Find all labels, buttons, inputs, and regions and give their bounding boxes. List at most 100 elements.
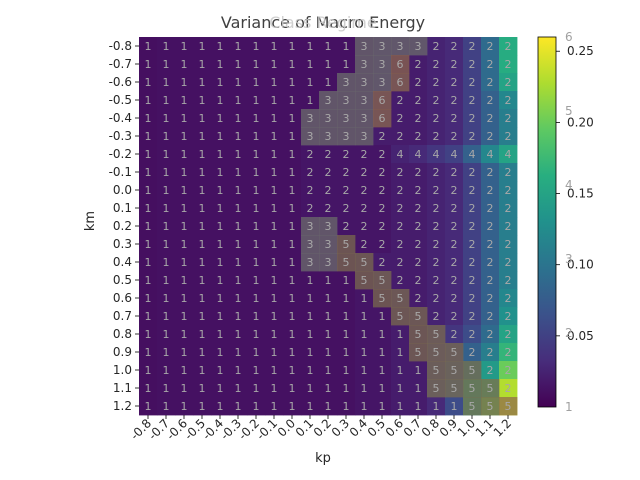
- cell-label: 1: [145, 346, 152, 359]
- cell-label: 3: [307, 220, 314, 233]
- heatmap-cell: [283, 199, 302, 218]
- cell-label: 1: [235, 274, 242, 287]
- cell-label: 1: [199, 256, 206, 269]
- cell-label: 2: [505, 310, 512, 323]
- colorbar-tick-label: 0.20: [567, 115, 594, 129]
- cell-label: 1: [343, 58, 350, 71]
- heatmap-cell: [139, 199, 158, 218]
- cell-label: 2: [433, 76, 440, 89]
- heatmap-cell: [175, 289, 194, 308]
- heatmap-cell: [157, 325, 176, 344]
- cell-label: 2: [379, 166, 386, 179]
- cell-label: 2: [361, 238, 368, 251]
- cell-label: 1: [217, 166, 224, 179]
- heatmap-cell: [427, 109, 446, 128]
- heatmap-cell: [139, 37, 158, 56]
- cell-label: 2: [487, 94, 494, 107]
- cell-label: 1: [217, 184, 224, 197]
- heatmap-cell: [175, 91, 194, 110]
- cell-label: 1: [181, 94, 188, 107]
- heatmap-cell: [499, 163, 518, 182]
- cell-label: 1: [217, 274, 224, 287]
- cell-label: 2: [505, 346, 512, 359]
- cell-label: 1: [163, 328, 170, 341]
- heatmap-cell: [193, 343, 212, 362]
- cell-label: 1: [235, 184, 242, 197]
- class-overlay-cell: [355, 91, 374, 110]
- heatmap-cell: [283, 109, 302, 128]
- cell-label: 2: [433, 40, 440, 53]
- cell-label: 2: [397, 202, 404, 215]
- heatmap-cell: [193, 253, 212, 272]
- cell-label: 1: [181, 400, 188, 413]
- heatmap-cell: [481, 163, 500, 182]
- class-overlay-cell: [355, 127, 374, 146]
- heatmap-cell: [481, 217, 500, 236]
- heatmap-cell: [139, 181, 158, 200]
- cell-label: 5: [451, 346, 458, 359]
- heatmap-cell: [337, 145, 356, 164]
- heatmap-cell: [247, 55, 266, 74]
- cell-label: 1: [271, 256, 278, 269]
- cell-label: 1: [361, 310, 368, 323]
- heatmap-cell: [229, 379, 248, 398]
- class-overlay-cell: [355, 73, 374, 92]
- cell-label: 1: [145, 292, 152, 305]
- heatmap-cell: [319, 73, 338, 92]
- y-tick-label: -0.7: [109, 57, 132, 71]
- cell-label: 1: [145, 238, 152, 251]
- cell-label: 1: [397, 346, 404, 359]
- cell-label: 1: [289, 274, 296, 287]
- heatmap-cell: [139, 127, 158, 146]
- class-overlay-cell: [445, 379, 464, 398]
- class-overlay-cell: [373, 37, 392, 56]
- cell-label: 1: [199, 310, 206, 323]
- cell-label: 1: [145, 202, 152, 215]
- cell-label: 1: [163, 256, 170, 269]
- cell-label: 1: [271, 346, 278, 359]
- cell-label: 2: [505, 364, 512, 377]
- heatmap-cell: [193, 37, 212, 56]
- heatmap-cell: [265, 253, 284, 272]
- heatmap-cell: [427, 289, 446, 308]
- cell-label: 1: [271, 220, 278, 233]
- heatmap-cell: [265, 163, 284, 182]
- heatmap-cell: [319, 199, 338, 218]
- heatmap-cell: [319, 343, 338, 362]
- cell-label: 1: [253, 274, 260, 287]
- cell-label: 1: [163, 76, 170, 89]
- heatmap-cell: [499, 307, 518, 326]
- heatmap-cell: [175, 109, 194, 128]
- heatmap-cell: [175, 37, 194, 56]
- heatmap-cell: [427, 91, 446, 110]
- heatmap-cell: [337, 55, 356, 74]
- cell-label: 1: [199, 400, 206, 413]
- heatmap-cell: [445, 145, 464, 164]
- cell-label: 1: [253, 130, 260, 143]
- cell-label: 1: [379, 364, 386, 377]
- cell-label: 1: [325, 346, 332, 359]
- heatmap-cell: [355, 217, 374, 236]
- cell-label: 1: [217, 400, 224, 413]
- heatmap-cell: [283, 37, 302, 56]
- heatmap-cell: [391, 163, 410, 182]
- cell-label: 1: [289, 202, 296, 215]
- cell-label: 2: [415, 166, 422, 179]
- heatmap-cell: [211, 325, 230, 344]
- cell-label: 1: [379, 382, 386, 395]
- cell-label: 3: [307, 256, 314, 269]
- heatmap-cell: [175, 181, 194, 200]
- cell-label: 2: [469, 256, 476, 269]
- heatmap-cell: [319, 55, 338, 74]
- cell-label: 2: [451, 130, 458, 143]
- heatmap-cell: [301, 181, 320, 200]
- cell-label: 1: [163, 112, 170, 125]
- cell-label: 1: [199, 292, 206, 305]
- cell-label: 1: [325, 40, 332, 53]
- cell-label: 5: [469, 382, 476, 395]
- heatmap-cell: [175, 199, 194, 218]
- cell-label: 2: [415, 220, 422, 233]
- cell-label: 2: [397, 130, 404, 143]
- cell-label: 1: [199, 58, 206, 71]
- cell-label: 1: [181, 328, 188, 341]
